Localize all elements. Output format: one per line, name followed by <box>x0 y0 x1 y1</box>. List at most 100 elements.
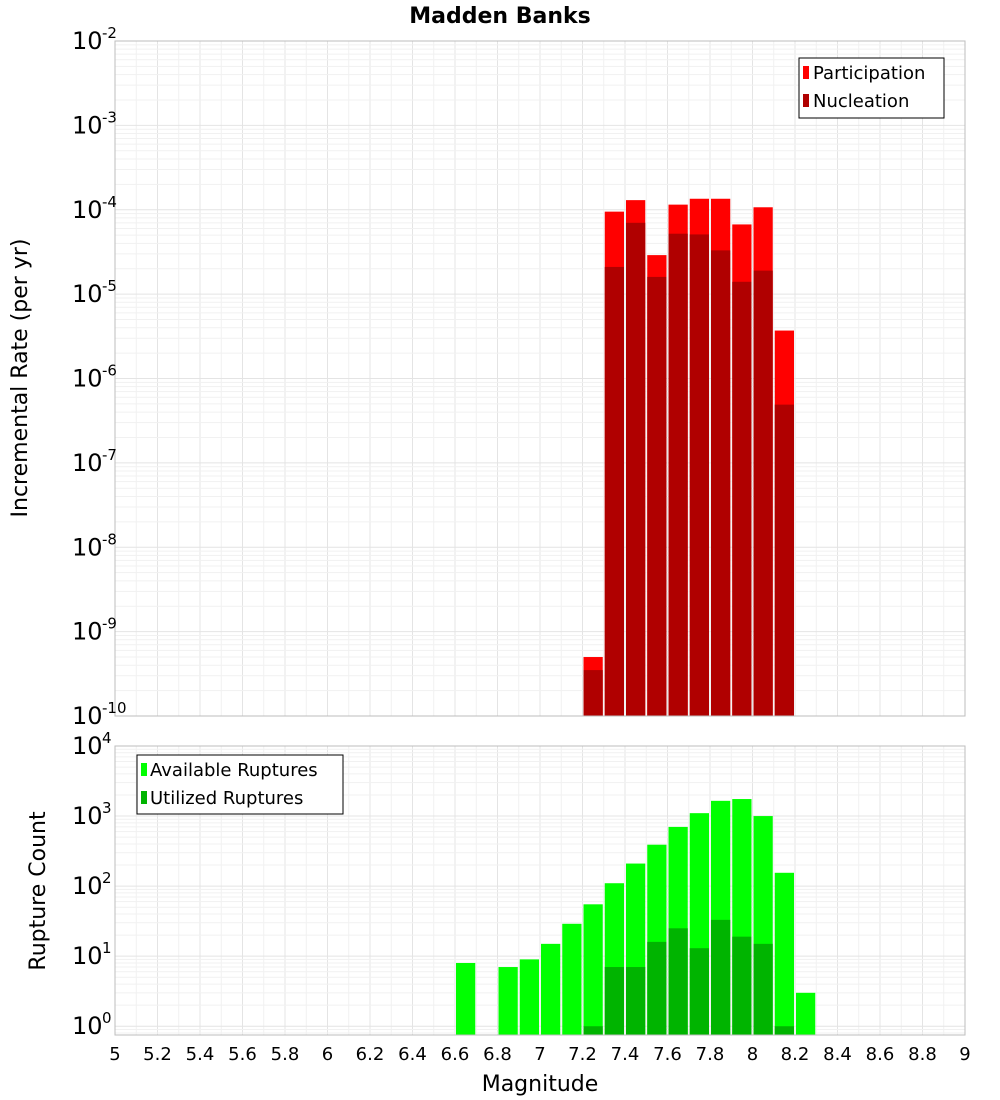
top-y-tick: 10 -4 <box>72 193 117 224</box>
svg-text:4: 4 <box>102 729 112 747</box>
nucleation-bar <box>753 270 773 716</box>
x-tick-label: 5 <box>109 1044 120 1065</box>
top-legend-box <box>798 57 945 119</box>
svg-text:10: 10 <box>72 732 103 760</box>
bottom-legend: Available Ruptures Utilized Ruptures <box>136 754 344 815</box>
nucleation-bar <box>647 276 667 716</box>
utilized-ruptures-bar <box>583 1026 603 1035</box>
available-ruptures-bar <box>541 943 561 1035</box>
svg-text:10: 10 <box>72 533 103 561</box>
participation-legend-label: Participation <box>813 63 925 84</box>
top-y-tick: 10 -10 <box>72 699 127 730</box>
participation-legend-swatch <box>803 66 809 79</box>
top-y-tick: 10 -5 <box>72 277 117 308</box>
nucleation-bar <box>711 250 731 717</box>
nucleation-bar <box>668 233 688 716</box>
nucleation-bar <box>583 670 603 716</box>
x-tick-labels: 5 5.2 5.4 5.6 5.8 6 6.2 6.4 6.6 6.8 7 7.2 7.4 7.6 7.8 8… <box>109 1044 970 1065</box>
nucleation-bar <box>774 404 794 716</box>
x-tick-label: 7.8 <box>696 1044 725 1065</box>
available-ruptures-bar <box>774 872 794 1035</box>
top-y-tick: 10 -2 <box>72 24 117 55</box>
svg-text:10: 10 <box>72 872 103 900</box>
nucleation-legend-label: Nucleation <box>813 91 909 112</box>
svg-text:10: 10 <box>72 365 103 393</box>
top-grid <box>114 40 966 717</box>
bottom-y-axis-label: Rupture Count <box>26 811 51 971</box>
top-y-tick: 10 -9 <box>72 615 117 646</box>
bottom-legend-box <box>136 754 344 815</box>
utilized-ruptures-bar <box>689 948 709 1035</box>
svg-text:-4: -4 <box>102 193 117 211</box>
x-tick-label: 5.4 <box>186 1044 215 1065</box>
nucleation-bar <box>732 281 752 716</box>
utilized-ruptures-bar <box>604 967 624 1035</box>
x-tick-label: 8.4 <box>823 1044 852 1065</box>
svg-text:-9: -9 <box>102 615 117 633</box>
chart-title: Madden Banks <box>409 4 590 29</box>
svg-text:3: 3 <box>102 799 112 817</box>
utilized-ruptures-bar <box>626 967 646 1035</box>
svg-text:-7: -7 <box>102 446 117 464</box>
available-ruptures-bar <box>519 959 539 1035</box>
svg-text:10: 10 <box>72 618 103 646</box>
x-tick-label: 7 <box>534 1044 545 1065</box>
x-tick-label: 7.4 <box>611 1044 640 1065</box>
utilized-ruptures-bar <box>774 1026 794 1035</box>
utilized-ruptures-bar <box>732 936 752 1035</box>
available-ruptures-bar <box>562 923 582 1035</box>
svg-text:10: 10 <box>72 111 103 139</box>
utilized-ruptures-legend-label: Utilized Ruptures <box>150 788 303 809</box>
bottom-y-tick: 10 3 <box>72 799 112 830</box>
bottom-y-tick: 10 4 <box>72 729 112 760</box>
svg-text:-8: -8 <box>102 530 117 548</box>
x-tick-label: 8 <box>747 1044 758 1065</box>
nucleation-bars <box>583 222 794 717</box>
svg-text:-6: -6 <box>102 362 117 380</box>
bottom-y-tick: 10 0 <box>72 1009 112 1040</box>
utilized-ruptures-bars <box>583 919 794 1035</box>
utilized-ruptures-bar <box>711 919 731 1035</box>
svg-text:10: 10 <box>72 802 103 830</box>
x-tick-label: 6.4 <box>398 1044 427 1065</box>
svg-text:1: 1 <box>102 939 112 957</box>
svg-text:10: 10 <box>72 942 103 970</box>
top-y-tick: 10 -3 <box>72 108 117 139</box>
svg-text:-10: -10 <box>102 699 127 717</box>
svg-text:2: 2 <box>102 869 112 887</box>
svg-text:10: 10 <box>72 1012 103 1040</box>
utilized-ruptures-bar <box>668 928 688 1035</box>
nucleation-legend-swatch <box>803 94 809 107</box>
top-y-tick: 10 -8 <box>72 530 117 561</box>
x-tick-label: 5.2 <box>143 1044 172 1065</box>
svg-text:0: 0 <box>102 1009 112 1027</box>
svg-text:10: 10 <box>72 449 103 477</box>
x-tick-label: 6 <box>322 1044 333 1065</box>
svg-text:-5: -5 <box>102 277 117 295</box>
svg-text:-3: -3 <box>102 108 117 126</box>
top-plot-frame <box>114 40 966 717</box>
available-ruptures-bar <box>456 962 476 1035</box>
bottom-plot-frame <box>114 745 966 1036</box>
svg-text:10: 10 <box>72 27 103 55</box>
available-ruptures-legend-label: Available Ruptures <box>150 760 318 781</box>
svg-text:-2: -2 <box>102 24 117 42</box>
nucleation-bar <box>604 266 624 716</box>
svg-text:10: 10 <box>72 196 103 224</box>
x-tick-label: 7.2 <box>568 1044 597 1065</box>
utilized-ruptures-bar <box>753 943 773 1035</box>
x-tick-label: 5.8 <box>271 1044 300 1065</box>
bottom-grid <box>114 745 966 1035</box>
available-ruptures-bar <box>498 967 518 1035</box>
top-y-tick: 10 -7 <box>72 446 117 477</box>
available-ruptures-legend-swatch <box>141 763 147 776</box>
x-tick-label: 9 <box>959 1044 970 1065</box>
top-y-tick: 10 -6 <box>72 362 117 393</box>
nucleation-bar <box>626 222 646 716</box>
top-y-axis-label: Incremental Rate (per yr) <box>8 239 33 518</box>
